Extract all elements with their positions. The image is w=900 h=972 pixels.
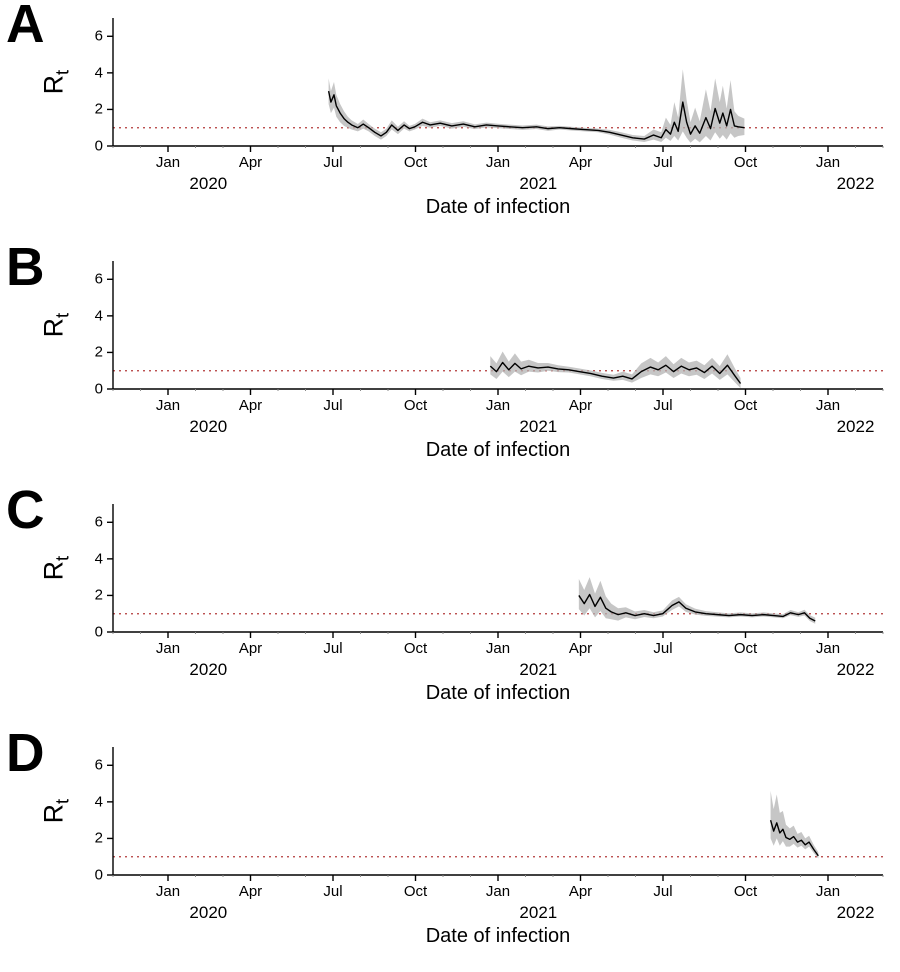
x-tick-month: Apr	[239, 154, 262, 171]
x-tick-year: 2020	[189, 660, 227, 680]
x-tick-month: Jul	[653, 640, 672, 657]
x-tick-month: Apr	[569, 397, 592, 414]
y-tick-label: 2	[95, 344, 103, 361]
y-tick-label: 0	[95, 867, 103, 884]
x-tick-year: 2021	[519, 660, 557, 680]
x-tick-month: Apr	[239, 640, 262, 657]
y-tick-label: 6	[95, 28, 103, 45]
x-tick-year: 2020	[189, 903, 227, 923]
plot-svg	[112, 503, 884, 647]
x-tick-year: 2020	[189, 174, 227, 194]
y-tick-label: 6	[95, 271, 103, 288]
panel-A: A Rt 0 2 4 6 Jan Apr Jul Oct Jan Apr Jul Oct Jan 2020 20…	[0, 0, 900, 243]
x-tick-year: 2022	[837, 417, 875, 437]
y-tick-label: 0	[95, 624, 103, 641]
panel-D: DRt0246JanAprJulOctJanAprJulOctJan202020…	[0, 729, 900, 972]
y-tick-label: 4	[95, 550, 103, 567]
plot-svg	[112, 17, 884, 161]
y-tick-label: 4	[95, 64, 103, 81]
figure: ARt0246JanAprJulOctJanAprJulOctJan202020…	[0, 0, 900, 971]
x-tick-month: Apr	[239, 397, 262, 414]
x-tick-month: Jul	[323, 640, 342, 657]
x-tick-month: Jan	[156, 397, 180, 414]
x-tick-month: Oct	[734, 640, 757, 657]
panel-C: CRt0246JanAprJulOctJanAprJulOctJan202020…	[0, 486, 900, 729]
x-tick-month: Jul	[323, 883, 342, 900]
x-tick-month: Oct	[734, 883, 757, 900]
y-axis-label: Rt	[38, 313, 73, 337]
y-tick-label: 2	[95, 587, 103, 604]
x-tick-month: Jan	[486, 397, 510, 414]
x-axis-label: Date of infection	[426, 925, 571, 948]
x-tick-month: Jan	[486, 640, 510, 657]
x-tick-year: 2020	[189, 417, 227, 437]
x-axis-label: Date of infection	[426, 439, 571, 462]
y-tick-label: 6	[95, 757, 103, 774]
y-tick-label: 4	[95, 793, 103, 810]
plot-svg	[112, 746, 884, 890]
x-tick-month: Oct	[734, 154, 757, 171]
x-tick-year: 2021	[519, 417, 557, 437]
x-tick-year: 2022	[837, 903, 875, 923]
panel-letter: D	[6, 723, 45, 784]
x-tick-month: Jul	[653, 397, 672, 414]
x-tick-month: Apr	[239, 883, 262, 900]
x-tick-month: Jan	[816, 640, 840, 657]
x-tick-month: Oct	[404, 883, 427, 900]
x-axis-label: Date of infection	[426, 682, 571, 705]
x-tick-month: Jul	[653, 883, 672, 900]
panel-B: BRt0246JanAprJulOctJanAprJulOctJan202020…	[0, 243, 900, 486]
x-tick-month: Oct	[404, 397, 427, 414]
x-tick-month: Jul	[323, 397, 342, 414]
y-tick-label: 0	[95, 381, 103, 398]
y-axis-label: Rt	[38, 70, 73, 94]
y-tick-label: 2	[95, 101, 103, 118]
x-tick-month: Jul	[653, 154, 672, 171]
x-tick-month: Oct	[404, 640, 427, 657]
x-tick-month: Jan	[816, 883, 840, 900]
x-tick-month: Jan	[486, 883, 510, 900]
x-tick-month: Oct	[734, 397, 757, 414]
x-tick-month: Jan	[816, 154, 840, 171]
ci-band	[490, 352, 740, 389]
panel-letter: A	[6, 0, 45, 55]
x-tick-month: Jan	[156, 883, 180, 900]
x-tick-month: Apr	[569, 154, 592, 171]
x-tick-month: Jul	[323, 154, 342, 171]
y-tick-label: 6	[95, 514, 103, 531]
panel-letter: B	[6, 237, 45, 298]
x-tick-month: Jan	[156, 154, 180, 171]
x-tick-month: Oct	[404, 154, 427, 171]
x-tick-month: Jan	[486, 154, 510, 171]
y-axis-label: Rt	[38, 556, 73, 580]
x-tick-year: 2021	[519, 903, 557, 923]
axes	[113, 747, 883, 875]
x-axis-label: Date of infection	[426, 196, 571, 219]
x-tick-month: Apr	[569, 640, 592, 657]
y-tick-label: 0	[95, 138, 103, 155]
x-tick-month: Jan	[816, 397, 840, 414]
y-tick-label: 4	[95, 307, 103, 324]
x-tick-year: 2022	[837, 174, 875, 194]
x-tick-year: 2022	[837, 660, 875, 680]
panel-letter: C	[6, 480, 45, 541]
x-tick-month: Jan	[156, 640, 180, 657]
y-axis-label: Rt	[38, 799, 73, 823]
x-tick-month: Apr	[569, 883, 592, 900]
y-tick-label: 2	[95, 830, 103, 847]
x-tick-year: 2021	[519, 174, 557, 194]
plot-svg	[112, 260, 884, 404]
